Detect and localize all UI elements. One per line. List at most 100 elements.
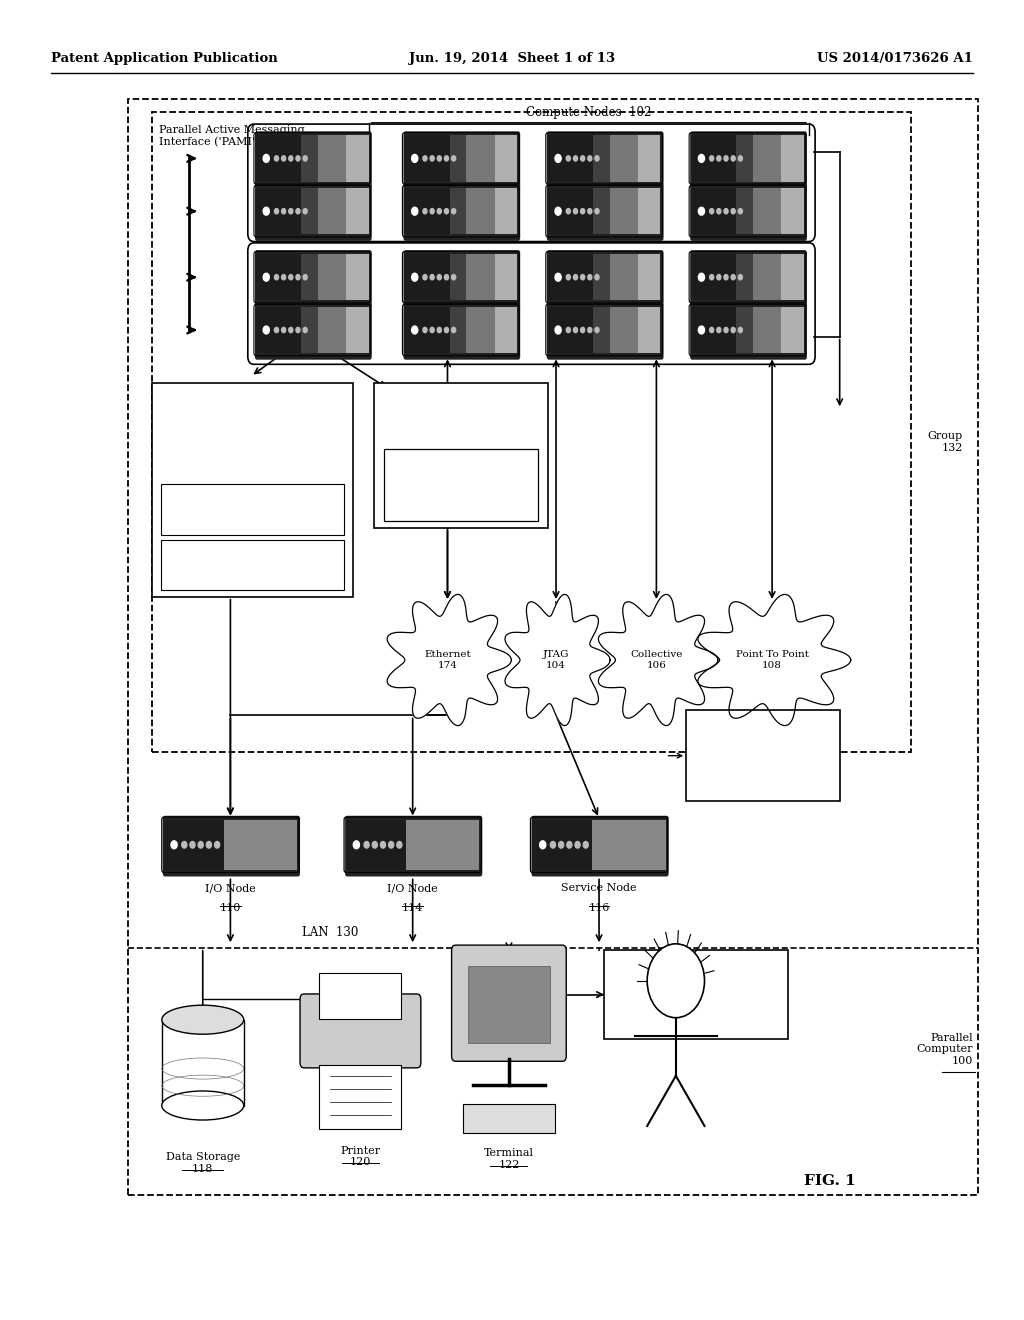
Bar [256,253,301,300]
Circle shape [296,327,300,333]
Bar [781,306,804,352]
Circle shape [289,275,293,280]
Circle shape [566,156,570,161]
Circle shape [274,327,279,333]
Bar [495,135,517,181]
Polygon shape [505,594,610,726]
Bar [128,99,978,1195]
Circle shape [588,156,592,161]
Circle shape [289,209,293,214]
Bar [593,306,609,352]
FancyBboxPatch shape [255,302,372,359]
Bar [592,820,666,870]
Bar [161,484,344,535]
Bar [593,187,609,235]
Circle shape [555,207,561,215]
Text: I/O Node: I/O Node [387,883,438,894]
Bar [384,449,538,521]
Bar [301,253,317,300]
Text: Patent Application Publication: Patent Application Publication [51,51,278,65]
Bar [450,306,467,352]
Bar [450,253,467,300]
Bar [548,135,593,181]
Circle shape [437,275,441,280]
FancyBboxPatch shape [345,816,482,876]
Bar [162,1019,244,1106]
Bar [495,306,517,352]
Bar [404,306,450,352]
Text: US 2014/0173626 A1: US 2014/0173626 A1 [817,51,973,65]
Text: Service
Application
Interface
126: Service Application Interface 126 [667,974,726,1015]
Circle shape [717,275,721,280]
Text: I/O Node: I/O Node [205,883,256,894]
Circle shape [444,156,449,161]
Bar [404,135,450,181]
FancyBboxPatch shape [690,302,807,359]
Bar [346,187,369,235]
Bar [495,187,517,235]
Bar [593,135,609,181]
Circle shape [423,209,427,214]
Text: 110: 110 [220,903,241,913]
FancyBboxPatch shape [255,183,372,242]
Bar [691,187,736,235]
Circle shape [647,944,705,1018]
FancyBboxPatch shape [300,994,421,1068]
Circle shape [710,275,714,280]
Circle shape [698,326,705,334]
Text: Data Storage
118: Data Storage 118 [166,1152,240,1173]
Bar [753,253,781,300]
Bar [319,1065,401,1129]
Bar [406,820,479,870]
Circle shape [588,275,592,280]
Circle shape [263,207,269,215]
Circle shape [566,327,570,333]
FancyBboxPatch shape [452,945,566,1061]
Circle shape [595,275,599,280]
FancyBboxPatch shape [547,302,664,359]
Circle shape [444,209,449,214]
Circle shape [731,209,735,214]
Circle shape [724,156,728,161]
FancyBboxPatch shape [531,816,669,876]
Circle shape [559,842,563,849]
Circle shape [296,156,300,161]
Bar [301,306,317,352]
Circle shape [581,156,585,161]
Bar [593,253,609,300]
Text: Point To Point
108: Point To Point 108 [735,651,809,669]
Bar [319,973,401,1019]
Circle shape [710,209,714,214]
FancyBboxPatch shape [690,131,807,187]
Circle shape [595,327,599,333]
Circle shape [452,209,456,214]
Circle shape [303,275,307,280]
FancyBboxPatch shape [255,131,372,187]
Bar [781,135,804,181]
Text: Jun. 19, 2014  Sheet 1 of 13: Jun. 19, 2014 Sheet 1 of 13 [409,51,615,65]
Bar [736,135,753,181]
Circle shape [274,209,279,214]
Bar [301,187,317,235]
Bar [548,306,593,352]
Bar [686,710,840,801]
Circle shape [199,842,203,849]
Circle shape [452,275,456,280]
Bar [467,135,495,181]
Text: FIG. 1: FIG. 1 [804,1175,855,1188]
Text: Compute Nodes  102: Compute Nodes 102 [526,106,651,119]
Circle shape [444,327,449,333]
Circle shape [381,842,386,849]
Text: Ethernet
174: Ethernet 174 [424,651,471,669]
Bar [468,966,550,1043]
Circle shape [551,842,555,849]
Circle shape [289,156,293,161]
FancyBboxPatch shape [163,816,300,876]
Circle shape [710,156,714,161]
Text: Terminal
122: Terminal 122 [484,1148,534,1170]
Circle shape [731,327,735,333]
Bar [609,253,638,300]
Bar [609,187,638,235]
Text: User
128: User 128 [737,993,764,1014]
Circle shape [573,156,578,161]
